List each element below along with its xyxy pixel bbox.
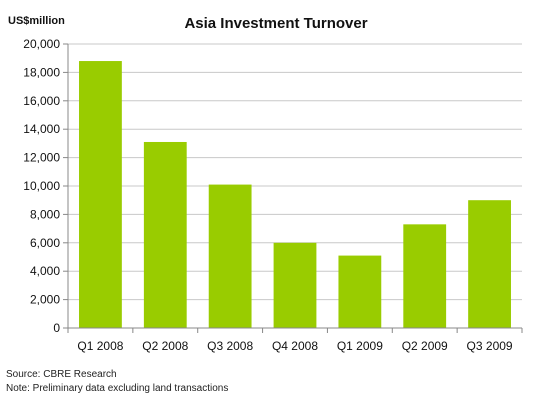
bar <box>208 184 252 328</box>
bar <box>79 61 122 328</box>
y-tick-label: 20,000 <box>23 37 60 51</box>
axes <box>67 44 522 329</box>
y-tick-label: 4,000 <box>30 264 60 278</box>
bar <box>338 255 382 328</box>
x-tick-label: Q3 2009 <box>467 339 513 353</box>
source-note: Source: CBRE Research <box>6 369 117 380</box>
x-axis-ticks: Q1 2008 Q2 2008 Q3 2008 Q4 2008 Q1 2009 Q2 20… <box>67 328 523 353</box>
y-tick-label: 12,000 <box>23 151 60 165</box>
footnote: Note: Preliminary data excluding land tr… <box>6 383 228 394</box>
x-tick-label: Q1 2009 <box>337 339 383 353</box>
bar <box>273 242 317 328</box>
y-tick-label: 8,000 <box>30 207 60 221</box>
x-tick-label: Q4 2008 <box>272 339 318 353</box>
bars <box>79 61 511 328</box>
x-tick-label: Q2 2008 <box>142 339 188 353</box>
y-tick-label: 2,000 <box>30 293 60 307</box>
y-tick-label: 10,000 <box>23 179 60 193</box>
chart-title: Asia Investment Turnover <box>184 15 367 32</box>
y-axis-label: US$million <box>8 15 65 27</box>
y-tick-label: 16,000 <box>23 94 60 108</box>
bar <box>468 200 511 328</box>
y-tick-label: 18,000 <box>23 65 60 79</box>
x-tick-label: Q2 2009 <box>402 339 448 353</box>
y-axis-ticks: 0 2,000 4,000 6,000 8,000 10,000 12,000 14,000 1… <box>23 37 68 335</box>
x-tick-label: Q1 2008 <box>77 339 123 353</box>
y-tick-label: 0 <box>53 321 60 335</box>
bar <box>403 224 447 328</box>
y-tick-label: 6,000 <box>30 236 60 250</box>
x-tick-label: Q3 2008 <box>207 339 253 353</box>
bar <box>143 141 187 328</box>
y-tick-label: 14,000 <box>23 122 60 136</box>
gridlines <box>68 43 522 301</box>
